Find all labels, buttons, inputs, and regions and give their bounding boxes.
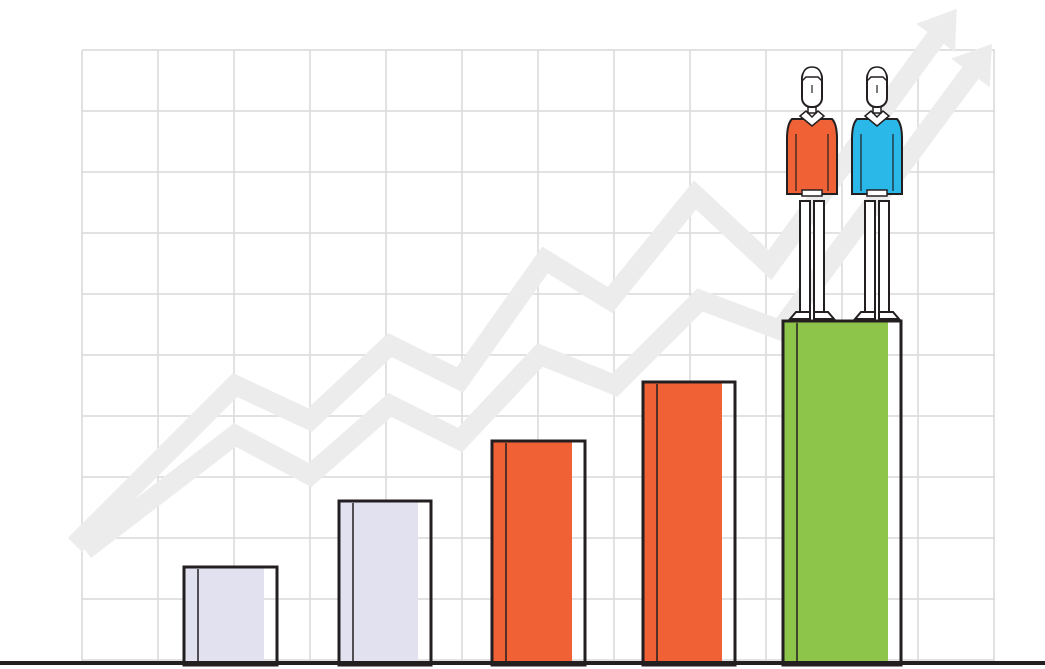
person-shoe [878, 311, 902, 320]
bar-fill [784, 322, 888, 664]
person-hair [801, 66, 823, 83]
trend-arrows [67, 8, 992, 558]
person-icon [786, 66, 838, 320]
trend-arrow-icon [916, 8, 957, 53]
bar-fill [493, 442, 572, 664]
person-collar [863, 109, 891, 127]
trend-arrow-icon [951, 43, 992, 88]
trend-arrow-line [67, 19, 954, 553]
person-belt [866, 189, 888, 197]
person-leg [799, 200, 811, 314]
person-shoe [852, 311, 876, 320]
person-leg [813, 200, 825, 314]
bar [490, 439, 587, 667]
bar [337, 499, 433, 667]
people-group [786, 66, 903, 320]
person-belt [801, 189, 823, 197]
person-hair [866, 66, 888, 83]
person-shoe [813, 311, 837, 320]
person-leg [864, 200, 876, 314]
bar [781, 319, 903, 667]
person-shoe [787, 311, 811, 320]
person-collar [798, 109, 826, 127]
bar [641, 380, 737, 667]
bar-group [182, 319, 903, 667]
bar [182, 565, 279, 667]
trend-arrow-line [78, 54, 989, 558]
person-sweater [786, 118, 838, 195]
bar-fill [185, 568, 264, 664]
person-icon [851, 66, 903, 320]
person-sweater [851, 118, 903, 195]
person-leg [878, 200, 890, 314]
bar-fill [644, 383, 722, 664]
bar-fill [340, 502, 418, 664]
